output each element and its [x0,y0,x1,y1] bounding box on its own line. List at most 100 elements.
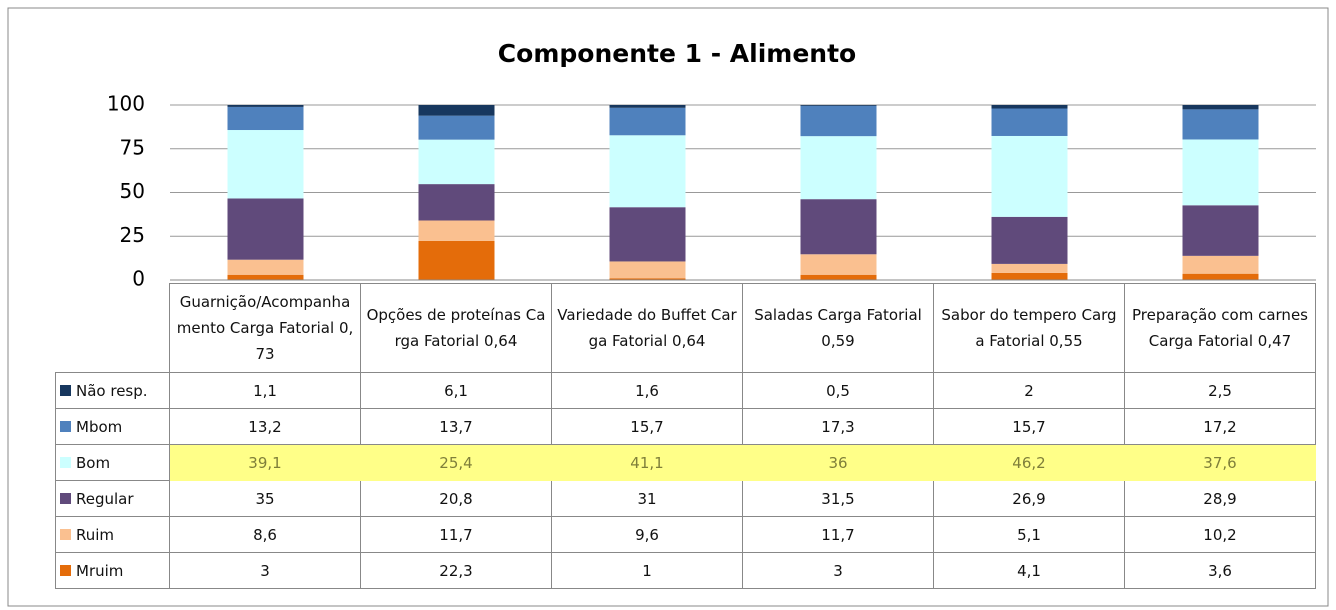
value-label: 41,1 [551,444,743,481]
bar-segment [800,254,877,275]
bar-segment [609,261,686,279]
bar-segment [609,135,686,208]
value-label: 22,3 [360,552,552,589]
value-label: 2,5 [1124,372,1316,409]
bar-segment [418,115,495,140]
value-label: 11,7 [360,516,552,553]
bar-segment [991,272,1068,280]
y-tick-label: 25 [120,223,145,247]
bar-segment [609,105,686,108]
bar-segment [227,259,304,275]
series-row: Ruim 8,6 11,7 9,6 11,7 5,1 10,2 [55,516,1316,553]
category-label: Guarnição/Acompanhamento Carga Fatorial … [169,283,361,373]
bar-segment [418,105,495,116]
category-label: Variedade do Buffet Carga Fatorial 0,64 [551,283,743,373]
value-label: 0,5 [742,372,934,409]
value-label: 15,7 [933,408,1125,445]
category-label: Opções de proteínas Carga Fatorial 0,64 [360,283,552,373]
legend-label: Ruim [76,525,115,544]
bar-segment [418,240,495,280]
value-label: 25,4 [360,444,552,481]
legend-label: Não resp. [76,381,148,400]
bar-segment [418,139,495,185]
legend-label: Bom [76,453,111,472]
value-label: 39,1 [169,444,361,481]
bar-segment [227,105,304,107]
value-label: 31,5 [742,480,934,517]
value-label: 37,6 [1124,444,1316,481]
category-label: Preparação com carnes Carga Fatorial 0,4… [1124,283,1316,373]
value-label: 10,2 [1124,516,1316,553]
value-label: 15,7 [551,408,743,445]
bar-segment [800,105,877,106]
value-label: 11,7 [742,516,934,553]
header-row: Guarnição/Acompanhamento Carga Fatorial … [55,283,1316,373]
bar-segment [1182,255,1259,274]
bar-segment [800,105,877,137]
legend-label: Regular [76,489,134,508]
bar-segment [991,105,1068,109]
legend-entry: Mbom [55,408,170,445]
legend-label: Mruim [76,561,124,580]
value-label: 31 [551,480,743,517]
bar-segment [800,136,877,200]
bar-segment [800,199,877,255]
value-label: 3 [742,552,934,589]
value-label: 46,2 [933,444,1125,481]
bar-segment [1182,205,1259,256]
value-label: 2 [933,372,1125,409]
value-label: 17,3 [742,408,934,445]
y-tick-label: 50 [120,179,145,203]
value-label: 13,7 [360,408,552,445]
value-label: 36 [742,444,934,481]
chart-border [7,7,1329,607]
legend-entry: Regular [55,480,170,517]
series-row: Mruim 3 22,3 1 3 4,1 3,6 [55,552,1316,589]
bar-segment [800,274,877,280]
bar-segment [227,106,304,131]
bar-segment [609,107,686,136]
value-label: 13,2 [169,408,361,445]
bar-segment [991,135,1068,217]
bar-segment [609,278,686,280]
data-table: Guarnição/Acompanhamento Carga Fatorial … [55,283,1316,589]
legend-swatch [60,564,71,576]
bar-segment [609,207,686,262]
bar-segment [227,274,304,280]
bar-segment [418,184,495,221]
legend-swatch [60,492,71,504]
legend-entry: Bom [55,444,170,481]
legend-entry: Mruim [55,552,170,589]
value-label: 1 [551,552,743,589]
bar-segment [418,220,495,241]
value-label: 1,1 [169,372,361,409]
value-label: 9,6 [551,516,743,553]
bar-segment [1182,139,1259,206]
legend-swatch [60,456,71,468]
legend-label: Mbom [76,417,123,436]
value-label: 3,6 [1124,552,1316,589]
legend-entry: Não resp. [55,372,170,409]
value-label: 3 [169,552,361,589]
category-label: Sabor do tempero Carga Fatorial 0,55 [933,283,1125,373]
bar-segment [1182,273,1259,280]
chart-title: Componente 1 - Alimento [498,39,856,68]
value-label: 1,6 [551,372,743,409]
legend-swatch [60,528,71,540]
value-label: 26,9 [933,480,1125,517]
bar-segment [1182,105,1259,110]
bar-segment [991,263,1068,273]
y-tick-label: 100 [107,92,145,116]
value-label: 5,1 [933,516,1125,553]
y-tick-label: 75 [120,135,145,159]
blank-cell [55,283,170,373]
value-label: 20,8 [360,480,552,517]
value-label: 35 [169,480,361,517]
series-row: Bom 39,1 25,4 41,1 36 46,2 37,6 [55,444,1316,481]
value-label: 6,1 [360,372,552,409]
value-label: 17,2 [1124,408,1316,445]
legend-swatch [60,420,71,432]
category-label: Saladas Carga Fatorial 0,59 [742,283,934,373]
